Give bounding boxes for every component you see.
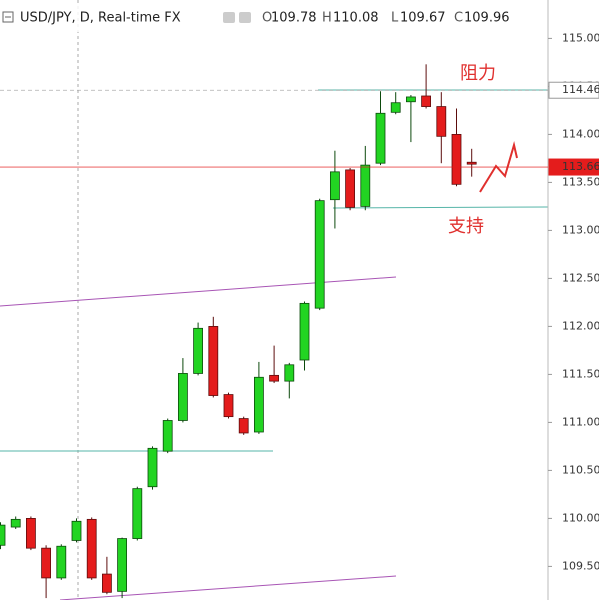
candle-body <box>405 96 416 103</box>
candle-body <box>466 161 477 165</box>
ohlc-label: O <box>262 11 272 26</box>
symbol-title: USD/JPY, D, Real-time FX <box>20 11 181 26</box>
candle-body <box>421 95 432 107</box>
candle-body <box>314 200 325 309</box>
candle-body <box>25 518 36 549</box>
level-line <box>332 206 549 209</box>
y-tick-label: 114.00 <box>562 127 599 140</box>
candle-body <box>147 447 158 488</box>
settings-icon[interactable] <box>239 12 251 23</box>
price-tag <box>548 81 599 99</box>
price-tag-label: 114.46 <box>562 83 599 96</box>
candle-body <box>253 376 264 433</box>
candle-body <box>451 133 462 185</box>
ohlc-value: 110.08 <box>333 11 379 26</box>
candle-body <box>390 102 401 113</box>
candle-body <box>102 573 112 593</box>
candle-body <box>10 518 21 528</box>
annotation: 支持 <box>448 216 484 237</box>
candle-body <box>223 394 234 418</box>
ohlc-label: L <box>391 11 399 26</box>
y-tick-label: 110.00 <box>562 511 599 524</box>
ohlc-value: 109.96 <box>464 11 510 26</box>
trend-line <box>59 575 397 600</box>
trend-line <box>0 276 397 307</box>
candle-body <box>56 545 67 579</box>
y-tick-label: 112.00 <box>562 319 599 332</box>
candle-body <box>345 169 356 208</box>
candle-body <box>132 488 143 539</box>
candle-body <box>117 538 127 592</box>
price-tag-label: 113.66 <box>562 160 599 173</box>
y-tick-label: 110.50 <box>562 463 599 476</box>
forecast-arrow <box>479 141 518 193</box>
y-tick-label: 109.50 <box>562 559 599 572</box>
candle-body <box>86 518 97 579</box>
y-tick-label: 111.50 <box>562 367 599 380</box>
collapse-icon[interactable] <box>2 11 14 23</box>
candle-body <box>269 374 280 382</box>
drawings: 阻力 支持 <box>0 0 549 600</box>
candle-body <box>193 327 204 374</box>
eye-icon[interactable] <box>223 12 235 23</box>
ohlc-value: 109.78 <box>271 11 317 26</box>
candle-body <box>299 302 310 361</box>
candle-body <box>162 420 173 452</box>
candle-body <box>329 171 340 201</box>
ohlc-label: H <box>322 11 332 26</box>
candle-body <box>375 112 386 164</box>
candle-body <box>0 524 6 546</box>
annotation: 阻力 <box>460 63 496 84</box>
y-tick-label: 113.00 <box>562 223 599 236</box>
price-tag <box>548 158 599 176</box>
header-bg <box>0 4 240 32</box>
ohlc-value: 109.67 <box>400 11 446 26</box>
candle-body <box>177 373 188 421</box>
candle-body <box>41 547 51 579</box>
candle-body <box>238 418 249 434</box>
y-tick-label: 111.00 <box>562 415 599 428</box>
candle-body <box>284 364 295 382</box>
candle-body <box>360 164 371 207</box>
y-tick-label: 115.00 <box>562 31 599 44</box>
y-tick-label: 113.50 <box>562 175 599 188</box>
candle-body <box>208 325 219 396</box>
candle-body <box>436 106 447 137</box>
ohlc-label: C <box>454 11 463 26</box>
y-tick-label: 112.50 <box>562 271 599 284</box>
candle-body <box>71 520 82 541</box>
